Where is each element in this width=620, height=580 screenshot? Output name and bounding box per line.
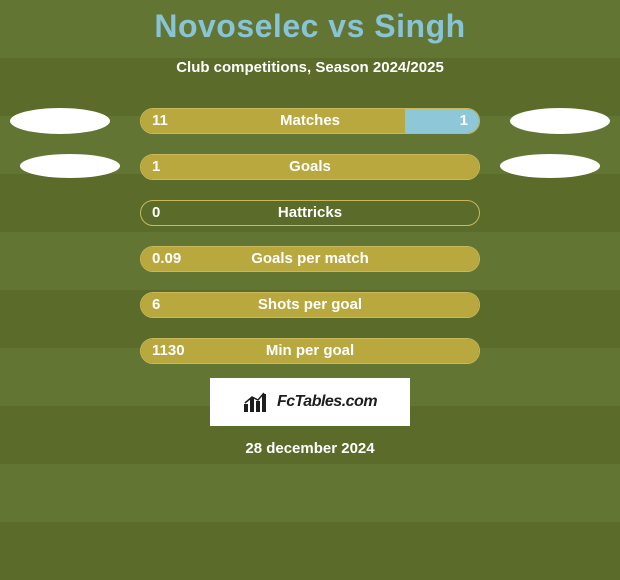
watermark: FcTables.com xyxy=(210,378,410,426)
stat-fill-left xyxy=(141,247,479,271)
stat-row-goals: 1 Goals xyxy=(0,154,620,180)
page-title: Novoselec vs Singh xyxy=(154,8,465,45)
stat-bar xyxy=(140,246,480,272)
page-subtitle: Club competitions, Season 2024/2025 xyxy=(176,59,444,76)
player-left-ellipse-icon xyxy=(10,108,110,134)
player-right-ellipse-icon xyxy=(500,154,600,178)
stat-bar xyxy=(140,200,480,226)
stat-row-goals-per-match: 0.09 Goals per match xyxy=(0,246,620,272)
stat-row-matches: 11 Matches 1 xyxy=(0,108,620,134)
player-left-ellipse-icon xyxy=(20,154,120,178)
stat-bar xyxy=(140,338,480,364)
stat-bar xyxy=(140,292,480,318)
stat-bar xyxy=(140,154,480,180)
stat-bar xyxy=(140,108,480,134)
stats-area: 11 Matches 1 1 Goals 0 Hattricks xyxy=(0,108,620,364)
stat-fill-left xyxy=(141,109,405,133)
stat-fill-right xyxy=(405,109,479,133)
stat-fill-left xyxy=(141,155,479,179)
stat-row-min-per-goal: 1130 Min per goal xyxy=(0,338,620,364)
player-right-ellipse-icon xyxy=(510,108,610,134)
stat-row-hattricks: 0 Hattricks xyxy=(0,200,620,226)
stat-fill-left xyxy=(141,293,479,317)
stat-fill-left xyxy=(141,339,479,363)
watermark-text: FcTables.com xyxy=(277,393,377,411)
stat-row-shots-per-goal: 6 Shots per goal xyxy=(0,292,620,318)
main-container: Novoselec vs Singh Club competitions, Se… xyxy=(0,0,620,580)
date-label: 28 december 2024 xyxy=(245,440,374,457)
watermark-bars-icon xyxy=(243,392,271,412)
